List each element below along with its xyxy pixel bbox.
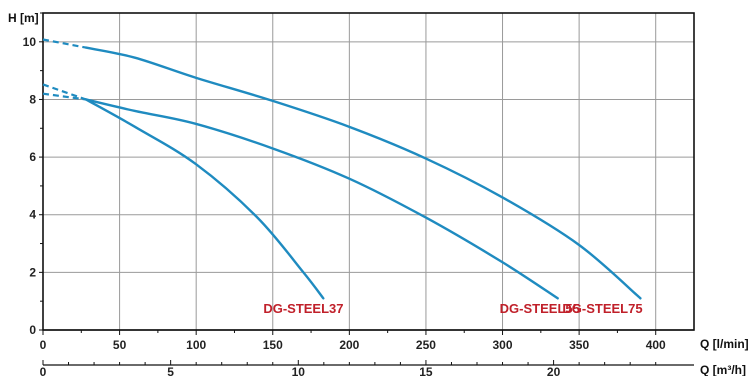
x-tick-label: 0	[40, 338, 47, 352]
x-tick-label: 50	[113, 338, 127, 352]
axes	[43, 329, 694, 366]
y-tick-label: 2	[29, 265, 36, 279]
series-label-dg-steel75: DG-STEEL75	[562, 301, 642, 316]
grid	[43, 13, 694, 330]
y-tick-label: 8	[29, 92, 36, 106]
curve-dashed-dg-steel75	[42, 38, 87, 49]
x-tick-label: 300	[493, 338, 513, 352]
x2-tick-label: 5	[167, 365, 174, 376]
y-tick-label: 0	[29, 323, 36, 337]
curves	[42, 38, 642, 300]
y-tick-label: 6	[29, 150, 36, 164]
curve-dashed-dg-steel55	[42, 92, 87, 101]
x2-tick-label: 10	[292, 365, 306, 376]
curve-dashed-dg-steel37	[42, 83, 87, 101]
y-tick-label: 10	[23, 35, 37, 49]
x-tick-label: 200	[339, 338, 359, 352]
x-tick-label: 150	[263, 338, 283, 352]
curve-dg-steel55	[84, 98, 559, 300]
x-axis-title: Q [l/min]	[700, 337, 748, 351]
x2-tick-label: 15	[419, 365, 433, 376]
y-axis-title: H [m]	[8, 11, 39, 25]
x2-tick-label: 20	[547, 365, 561, 376]
x-tick-label: 400	[646, 338, 666, 352]
y-tick-label: 4	[29, 208, 36, 222]
x-tick-label: 250	[416, 338, 436, 352]
x2-tick-label: 0	[40, 365, 47, 376]
x-tick-label: 350	[569, 338, 589, 352]
series-label-dg-steel55: DG-STEEL55	[500, 301, 580, 316]
curve-dg-steel75	[84, 46, 642, 300]
x-tick-label: 100	[186, 338, 206, 352]
x2-axis-title: Q [m³/h]	[700, 363, 746, 376]
series-label-dg-steel37: DG-STEEL37	[263, 301, 343, 316]
curve-dg-steel37	[84, 98, 325, 300]
